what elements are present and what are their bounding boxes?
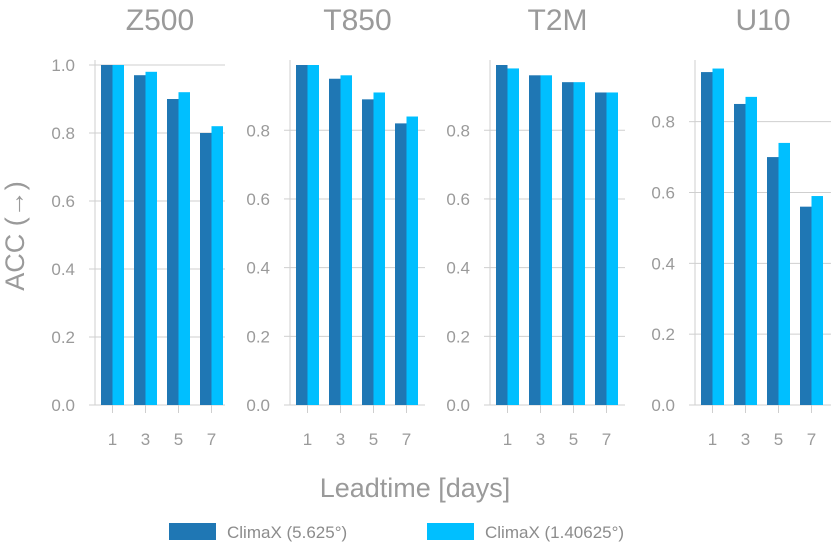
bar-z500-s1-c1 [112,65,124,405]
bar-u10-s0-c7 [800,206,812,405]
y-tick-label: 0.2 [246,327,270,346]
bar-t2m-s0-c3 [529,75,541,405]
bar-u10-s0-c5 [767,157,779,405]
panel-title: Z500 [126,4,194,37]
y-tick-label: 0.6 [246,190,270,209]
x-tick-label: 7 [402,430,411,449]
bar-t850-s1-c3 [340,75,352,405]
y-tick-label: 0.0 [246,396,270,415]
y-tick-label: 0.8 [246,121,270,140]
y-tick-label: 0.8 [651,113,675,132]
y-tick-label: 0.6 [51,192,75,211]
bar-t2m-s0-c1 [496,65,508,405]
y-tick-label: 0.4 [246,259,270,278]
bar-z500-s1-c5 [178,92,190,405]
bar-u10-s1-c3 [745,96,757,405]
bar-z500-s1-c7 [211,126,223,405]
x-tick-label: 7 [807,430,816,449]
y-tick-label: 0.6 [651,184,675,203]
panel-u10: U10 0.0 0.2 0.4 0.6 0.8 1 3 5 7 [651,4,831,449]
x-tick-label: 7 [602,430,611,449]
x-tick-label: 3 [141,430,150,449]
y-tick-label: 0.2 [651,325,675,344]
bar-t2m-s1-c1 [507,68,519,406]
bar-u10-s0-c3 [734,103,746,405]
y-tick-label: 0.4 [446,259,470,278]
panel-t850: T850 0.0 0.2 0.4 0.6 0.8 1 3 5 7 [246,4,425,449]
y-tick-label: 0.2 [446,327,470,346]
x-tick-label: 1 [708,430,717,449]
bar-t850-s1-c1 [307,65,319,405]
x-tick-label: 5 [369,430,378,449]
bar-t2m-s0-c7 [595,92,607,406]
bar-u10-s1-c1 [712,68,724,406]
x-tick-label: 3 [336,430,345,449]
y-tick-label: 0.2 [51,328,75,347]
x-tick-label: 5 [774,430,783,449]
legend-label-climax-140625: ClimaX (1.40625°) [485,523,624,542]
bar-z500-s0-c1 [101,65,113,405]
bar-t850-s0-c3 [329,78,341,406]
y-tick-label: 0.0 [446,396,470,415]
legend: ClimaX (5.625°) ClimaX (1.40625°) [169,523,624,542]
legend-label-climax-5625: ClimaX (5.625°) [227,523,347,542]
chart-panels: Z500 0.0 0.2 0.4 0.6 0.8 1.0 1 3 5 7 T850 0.0 0.2 0.4 0… [51,4,831,449]
panel-z500: Z500 0.0 0.2 0.4 0.6 0.8 1.0 1 3 5 7 [51,4,225,449]
y-tick-label: 0.0 [651,396,675,415]
bar-z500-s1-c3 [145,71,157,406]
y-tick-label: 0.4 [51,260,75,279]
y-axis-label: ACC (→) [0,181,30,291]
panel-t2m: T2M 0.0 0.2 0.4 0.6 0.8 1 3 5 7 [446,4,625,449]
bar-u10-s1-c7 [811,196,823,405]
x-tick-label: 3 [536,430,545,449]
bar-t850-s1-c7 [406,116,418,406]
legend-swatch-climax-140625 [427,523,474,540]
panel-title: T2M [528,4,588,37]
bar-t850-s0-c1 [296,65,308,405]
y-tick-label: 0.6 [446,190,470,209]
x-tick-label: 1 [108,430,117,449]
bar-t850-s1-c5 [373,92,385,406]
bar-z500-s0-c7 [200,133,212,405]
bar-t2m-s1-c7 [606,92,618,406]
x-tick-label: 1 [503,430,512,449]
bar-z500-s0-c3 [134,75,146,405]
x-tick-label: 3 [741,430,750,449]
y-tick-label: 0.0 [51,396,75,415]
panel-title: U10 [735,4,790,37]
bar-t2m-s1-c3 [540,75,552,405]
legend-swatch-climax-5625 [169,523,216,540]
y-tick-label: 1.0 [51,56,75,75]
bar-t2m-s0-c5 [562,82,574,405]
x-tick-label: 1 [303,430,312,449]
y-tick-label: 0.8 [51,124,75,143]
y-tick-label: 0.4 [651,254,675,273]
x-tick-label: 7 [207,430,216,449]
bar-u10-s0-c1 [701,72,713,405]
bar-t850-s0-c5 [362,99,374,405]
x-tick-label: 5 [569,430,578,449]
x-axis-label: Leadtime [days] [320,473,511,503]
bar-t2m-s1-c5 [573,82,585,405]
bar-z500-s0-c5 [167,99,179,405]
bar-u10-s1-c5 [778,142,790,405]
x-tick-label: 5 [174,430,183,449]
y-tick-label: 0.8 [446,121,470,140]
panel-title: T850 [323,4,391,37]
bar-t850-s0-c7 [395,123,407,405]
